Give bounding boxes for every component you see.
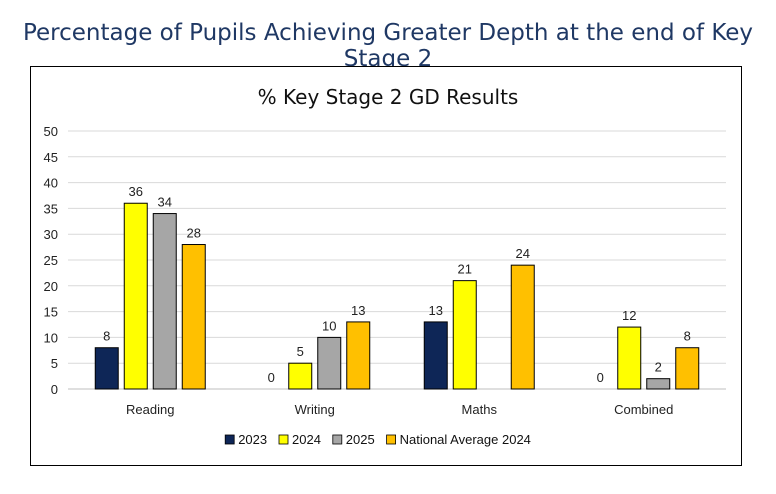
y-tick-label: 0 — [51, 382, 58, 397]
category-label-combined: Combined — [614, 402, 673, 417]
y-tick-label: 30 — [44, 227, 58, 242]
y-tick-label: 50 — [44, 124, 58, 139]
data-label: 34 — [158, 195, 172, 210]
bar-2024-maths — [452, 280, 477, 390]
bars — [94, 202, 700, 390]
y-tick-label: 25 — [44, 253, 58, 268]
bar-national-average-2024-maths — [510, 264, 535, 390]
legend-label: 2023 — [238, 432, 267, 447]
y-tick-label: 5 — [51, 356, 58, 371]
legend-swatch — [224, 434, 235, 445]
chart-title: % Key Stage 2 GD Results — [258, 85, 519, 109]
y-tick-label: 20 — [44, 279, 58, 294]
data-label: 0 — [597, 370, 604, 385]
bar-2025-reading — [152, 213, 177, 390]
data-label: 13 — [429, 303, 443, 318]
legend-label: 2025 — [346, 432, 375, 447]
bar-2025-writing — [317, 336, 342, 390]
data-label: 24 — [516, 246, 530, 261]
data-label: 0 — [268, 370, 275, 385]
y-tick-label: 10 — [44, 330, 58, 345]
bar-2024-writing — [288, 362, 313, 390]
legend-swatch — [386, 434, 397, 445]
legend-label: National Average 2024 — [400, 432, 531, 447]
bar-national-average-2024-reading — [181, 244, 206, 390]
bar-2023-maths — [423, 321, 448, 390]
page-heading: Percentage of Pupils Achieving Greater D… — [22, 20, 754, 72]
data-label: 21 — [458, 262, 472, 277]
data-label: 5 — [297, 344, 304, 359]
y-tick-label: 40 — [44, 176, 58, 191]
bar-2024-reading — [123, 202, 148, 390]
gridlines — [68, 130, 726, 390]
category-labels: Reading Writing Maths Combined — [126, 402, 673, 417]
category-label-maths: Maths — [462, 402, 498, 417]
data-label: 13 — [351, 303, 365, 318]
data-label: 8 — [684, 329, 691, 344]
data-label: 8 — [103, 329, 110, 344]
bar-national-average-2024-combined — [675, 347, 700, 390]
chart-frame — [30, 66, 742, 466]
legend-label: 2024 — [292, 432, 321, 447]
category-label-reading: Reading — [126, 402, 174, 417]
data-label: 10 — [322, 318, 336, 333]
bar-2025-combined — [646, 378, 671, 390]
legend: 2023 2024 2025 National Average 2024 — [224, 432, 531, 447]
legend-swatch — [278, 434, 289, 445]
data-label: 36 — [129, 184, 143, 199]
legend-swatch — [332, 434, 343, 445]
data-label: 12 — [622, 308, 636, 323]
bar-2023-reading — [94, 347, 119, 390]
bar-2024-combined — [617, 326, 642, 390]
y-axis-ticks: 0 5 10 15 20 25 30 35 40 45 50 — [44, 124, 58, 397]
y-tick-label: 15 — [44, 305, 58, 320]
bar-national-average-2024-writing — [346, 321, 371, 390]
data-label: 28 — [187, 226, 201, 241]
data-label: 2 — [655, 360, 662, 375]
y-tick-label: 35 — [44, 201, 58, 216]
category-label-writing: Writing — [295, 402, 335, 417]
y-tick-label: 45 — [44, 150, 58, 165]
